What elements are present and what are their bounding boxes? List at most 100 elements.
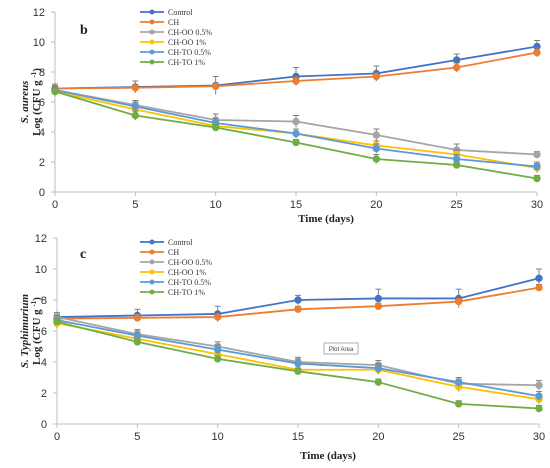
data-point bbox=[292, 117, 300, 126]
data-point bbox=[374, 364, 383, 372]
legend-marker bbox=[149, 39, 155, 45]
data-point bbox=[211, 82, 220, 90]
x-tick-label: 25 bbox=[453, 431, 465, 443]
data-point bbox=[533, 150, 541, 159]
y-tick-label: 12 bbox=[33, 7, 45, 19]
data-point bbox=[535, 381, 543, 389]
plot-area-tooltip: Plot Area bbox=[323, 342, 359, 355]
legend-label: CH bbox=[168, 248, 179, 257]
series-CH bbox=[51, 47, 541, 93]
legend-label: Control bbox=[168, 238, 193, 247]
legend-marker bbox=[149, 289, 155, 295]
data-point bbox=[131, 84, 140, 92]
data-point bbox=[535, 392, 543, 400]
data-point bbox=[535, 283, 543, 292]
data-point bbox=[533, 48, 541, 57]
legend-marker bbox=[149, 9, 155, 15]
series-CH-OO 0.5% bbox=[53, 311, 543, 390]
x-tick-label: 0 bbox=[54, 431, 60, 443]
data-point bbox=[452, 63, 461, 72]
legend-label: CH-TO 0.5% bbox=[168, 278, 211, 287]
y-axis-title: S. aureusLog (CFU g -1) bbox=[19, 68, 43, 136]
x-tick-label: 10 bbox=[212, 431, 224, 443]
data-point bbox=[294, 296, 302, 304]
legend-marker bbox=[149, 239, 155, 245]
series-CH-TO 0.5% bbox=[53, 315, 543, 401]
y-tick-label: 0 bbox=[39, 187, 45, 199]
data-point bbox=[374, 378, 383, 386]
data-point bbox=[213, 345, 222, 354]
y-tick-label: 2 bbox=[41, 388, 47, 400]
data-point bbox=[53, 318, 61, 326]
data-point bbox=[51, 87, 59, 96]
data-point bbox=[374, 302, 383, 310]
data-point bbox=[292, 129, 300, 138]
y-tick-label: 8 bbox=[39, 67, 45, 79]
series-CH-TO 0.5% bbox=[51, 85, 541, 171]
x-axis-title: Time (days) bbox=[300, 450, 356, 462]
data-point bbox=[294, 305, 302, 313]
x-tick-label: 20 bbox=[372, 431, 384, 443]
data-point bbox=[452, 161, 461, 169]
y-tick-label: 10 bbox=[33, 37, 45, 49]
data-point bbox=[292, 138, 300, 147]
x-tick-label: 5 bbox=[132, 199, 138, 211]
data-point bbox=[452, 56, 461, 64]
data-point bbox=[213, 313, 222, 321]
legend-label: CH bbox=[168, 18, 179, 27]
series-line bbox=[56, 316, 540, 387]
data-point bbox=[294, 359, 302, 368]
x-tick-label: 15 bbox=[292, 431, 304, 443]
series-CH-TO 1% bbox=[53, 318, 543, 413]
x-tick-label: 25 bbox=[451, 199, 463, 211]
x-axis-title: Time (days) bbox=[298, 213, 354, 225]
chart-panel-c: 0 2 4 6 8 10 12 0 5 10 15 20 25 30 Time (days) S. Typhi… bbox=[19, 233, 545, 462]
data-point bbox=[372, 131, 381, 139]
y-tick-label: 12 bbox=[35, 233, 47, 245]
legend-label: CH-OO 0.5% bbox=[168, 258, 212, 267]
legend-marker bbox=[149, 59, 155, 65]
y-tick-label: 10 bbox=[35, 264, 47, 276]
data-point bbox=[372, 155, 381, 163]
data-point bbox=[454, 297, 463, 306]
legend-marker bbox=[149, 29, 155, 35]
panel-label: b bbox=[80, 23, 88, 38]
y-axis-title: S. TyphimuriumLog (CFU g -1) bbox=[19, 293, 43, 368]
data-point bbox=[454, 400, 463, 408]
legend-label: CH-OO 0.5% bbox=[168, 28, 212, 37]
data-point bbox=[533, 174, 541, 183]
y-tick-label: 6 bbox=[39, 97, 45, 109]
data-point bbox=[131, 102, 140, 111]
data-point bbox=[292, 77, 300, 85]
legend-label: CH-OO 1% bbox=[168, 268, 206, 277]
tooltip-label: Plot Area bbox=[329, 347, 354, 353]
y-tick-label: 8 bbox=[41, 295, 47, 307]
legend-marker bbox=[149, 259, 155, 265]
series-Control bbox=[53, 268, 543, 322]
data-point bbox=[372, 144, 381, 153]
series-CH-TO 1% bbox=[51, 86, 541, 183]
legend-label: CH-TO 1% bbox=[168, 288, 205, 297]
data-point bbox=[133, 338, 142, 346]
y-tick-label: 4 bbox=[39, 127, 45, 139]
legend-label: CH-OO 1% bbox=[168, 38, 206, 47]
x-tick-label: 10 bbox=[210, 199, 222, 211]
data-point bbox=[533, 162, 541, 171]
panel-label: c bbox=[80, 247, 86, 262]
y-tick-label: 4 bbox=[41, 357, 47, 369]
legend-marker bbox=[149, 249, 155, 255]
data-point bbox=[294, 367, 302, 375]
y-tick-label: 6 bbox=[41, 326, 47, 338]
legend-marker bbox=[149, 19, 155, 25]
x-tick-label: 0 bbox=[52, 199, 58, 211]
data-point bbox=[452, 155, 461, 163]
x-tick-label: 20 bbox=[370, 199, 382, 211]
series-CH-OO 0.5% bbox=[51, 85, 541, 159]
x-tick-label: 30 bbox=[531, 199, 543, 211]
tooltip-box bbox=[323, 342, 359, 355]
data-point bbox=[454, 378, 463, 386]
x-tick-label: 30 bbox=[533, 431, 545, 443]
